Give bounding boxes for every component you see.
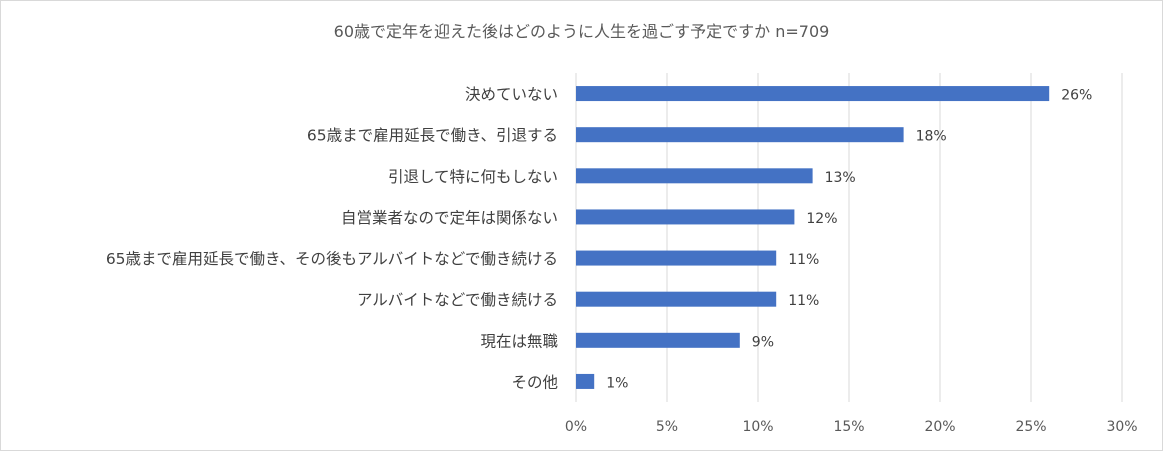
- category-label: アルバイトなどで働き続ける: [357, 291, 558, 309]
- x-tick-label: 30%: [1106, 419, 1137, 435]
- x-tick-label: 5%: [656, 419, 678, 435]
- chart-title: 60歳で定年を迎えた後はどのように人生を過ごす予定ですか n=709: [333, 22, 830, 41]
- x-tick-label: 25%: [1015, 419, 1046, 435]
- category-label: 65歳まで雇用延長で働き、その後もアルバイトなどで働き続ける: [106, 250, 558, 268]
- bar: [576, 291, 777, 307]
- data-label: 11%: [788, 252, 819, 268]
- category-label: 自営業者なので定年は関係ない: [341, 209, 558, 227]
- bar: [576, 127, 904, 143]
- data-label: 12%: [806, 211, 837, 227]
- bar: [576, 209, 795, 225]
- bar: [576, 168, 813, 184]
- data-label: 26%: [1061, 88, 1092, 104]
- x-tick-label: 20%: [924, 419, 955, 435]
- category-label: 現在は無職: [480, 332, 558, 350]
- bar: [576, 250, 777, 266]
- x-tick-label: 15%: [833, 419, 864, 435]
- category-label: 引退して特に何もしない: [388, 168, 558, 186]
- data-label: 1%: [606, 375, 628, 391]
- x-tick-label: 10%: [742, 419, 773, 435]
- data-label: 18%: [916, 129, 947, 145]
- category-label: 65歳まで雇用延長で働き、引退する: [307, 127, 558, 145]
- data-label: 13%: [825, 170, 856, 186]
- category-label: その他: [511, 373, 558, 391]
- bar: [576, 332, 740, 348]
- x-tick-label: 0%: [565, 419, 587, 435]
- bar: [576, 86, 1050, 102]
- category-label: 決めていない: [465, 86, 558, 104]
- bar: [576, 373, 595, 389]
- data-label: 11%: [788, 293, 819, 309]
- data-label: 9%: [752, 334, 774, 350]
